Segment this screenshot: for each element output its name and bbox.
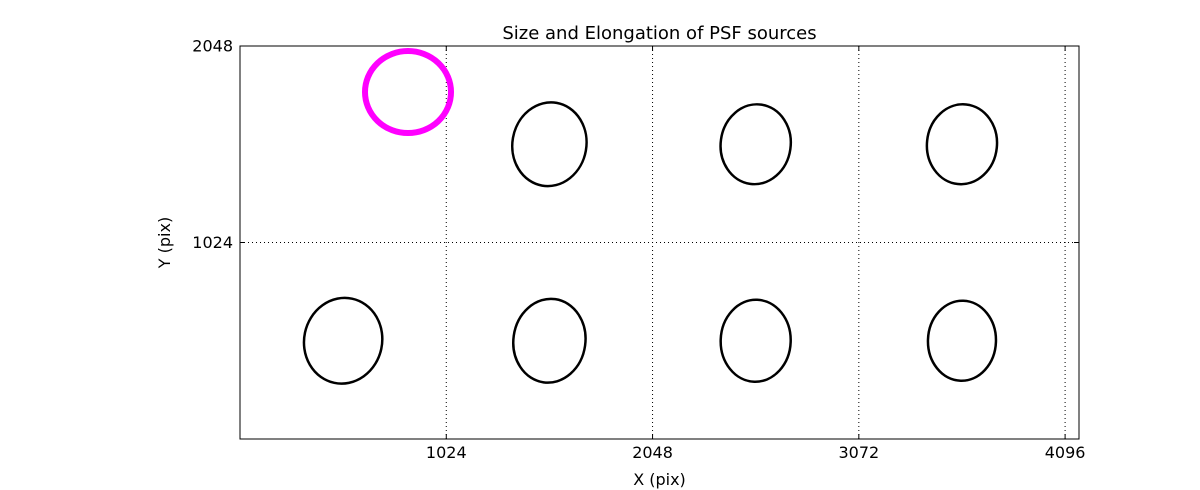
chart-title: Size and Elongation of PSF sources [502, 23, 816, 44]
x-tick-label: 2048 [632, 443, 673, 462]
x-tick-label: 3072 [838, 443, 879, 462]
psf-source-ellipse [719, 103, 793, 186]
y-tick-label: 2048 [192, 37, 233, 56]
psf-source-ellipse [719, 298, 792, 383]
y-axis-label: Y (pix) [155, 217, 174, 269]
psf-source-ellipse [511, 101, 588, 188]
psf-source-highlight-ellipse [362, 48, 455, 137]
psf-source-ellipse [925, 103, 999, 186]
tick-marks [240, 45, 1079, 439]
gridlines [240, 45, 1079, 439]
x-axis-label: X (pix) [633, 470, 686, 489]
x-tick-label: 1024 [426, 443, 467, 462]
psf-source-ellipse [512, 297, 587, 384]
psf-source-ellipse [302, 296, 384, 385]
x-tick-labels: 1024 2048 3072 4096 [426, 443, 1086, 462]
psf-source-ellipse [926, 299, 998, 382]
y-tick-label: 1024 [192, 233, 233, 252]
x-tick-label: 4096 [1045, 443, 1086, 462]
y-tick-labels: 1024 2048 [192, 37, 233, 253]
psf-ellipses [302, 48, 999, 385]
